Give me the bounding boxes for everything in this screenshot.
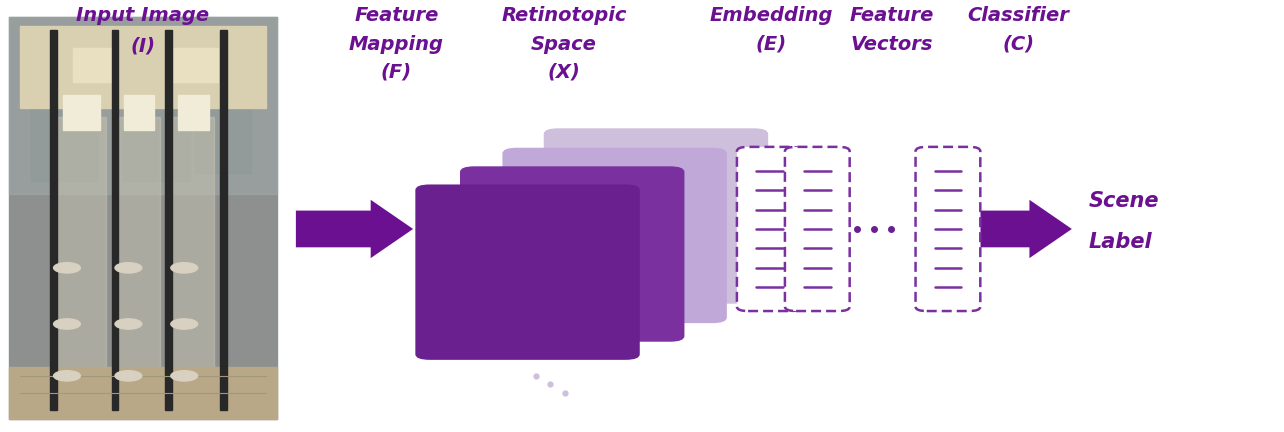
Circle shape — [171, 371, 198, 381]
Bar — [118, 117, 159, 397]
FancyBboxPatch shape — [543, 128, 768, 304]
Bar — [173, 48, 218, 82]
FancyBboxPatch shape — [737, 147, 801, 311]
Text: Feature: Feature — [850, 6, 935, 25]
Bar — [9, 367, 277, 419]
Polygon shape — [664, 200, 732, 258]
Text: Label: Label — [1089, 232, 1152, 252]
Bar — [50, 30, 56, 410]
Text: Mapping: Mapping — [349, 35, 444, 54]
Bar — [112, 30, 118, 410]
Bar — [63, 95, 100, 130]
FancyBboxPatch shape — [460, 166, 684, 342]
Bar — [73, 48, 117, 82]
Text: (E): (E) — [756, 35, 787, 54]
Circle shape — [171, 263, 198, 273]
Text: (I): (I) — [131, 37, 155, 56]
Bar — [56, 117, 107, 397]
Text: (F): (F) — [381, 63, 412, 82]
Text: Classifier: Classifier — [967, 6, 1070, 25]
Text: Feature: Feature — [354, 6, 439, 25]
Text: Embedding: Embedding — [710, 6, 833, 25]
Circle shape — [54, 319, 81, 329]
Text: (C): (C) — [1003, 35, 1035, 54]
Text: (X): (X) — [547, 63, 580, 82]
Circle shape — [171, 319, 198, 329]
Bar — [123, 30, 190, 181]
Text: Vectors: Vectors — [851, 35, 933, 54]
Text: Retinotopic: Retinotopic — [501, 6, 627, 25]
Bar — [177, 95, 209, 130]
Polygon shape — [980, 200, 1072, 258]
Circle shape — [54, 371, 81, 381]
Circle shape — [116, 371, 141, 381]
FancyBboxPatch shape — [502, 148, 727, 323]
Circle shape — [54, 263, 81, 273]
Bar — [21, 26, 266, 108]
Polygon shape — [295, 200, 413, 258]
Text: Scene: Scene — [1089, 191, 1159, 211]
Bar — [166, 30, 172, 410]
Bar — [195, 35, 252, 173]
Bar — [9, 17, 277, 194]
Bar — [31, 30, 99, 181]
FancyBboxPatch shape — [785, 147, 850, 311]
FancyBboxPatch shape — [415, 184, 639, 360]
Bar — [172, 117, 214, 397]
Text: Input Image: Input Image — [76, 6, 209, 25]
Bar — [220, 30, 227, 410]
FancyBboxPatch shape — [915, 147, 980, 311]
Circle shape — [116, 319, 141, 329]
Bar — [125, 95, 154, 130]
Circle shape — [116, 263, 141, 273]
Bar — [9, 17, 277, 419]
Text: Space: Space — [530, 35, 597, 54]
